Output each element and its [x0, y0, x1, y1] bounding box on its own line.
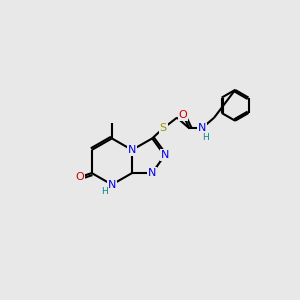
Text: N: N [160, 150, 169, 160]
Text: S: S [160, 123, 167, 134]
Text: N: N [108, 180, 116, 190]
Text: O: O [76, 172, 85, 182]
Text: O: O [179, 110, 188, 120]
Text: H: H [101, 187, 108, 196]
Text: N: N [148, 168, 156, 178]
Text: H: H [202, 133, 209, 142]
Text: N: N [128, 145, 136, 155]
Text: N: N [198, 123, 206, 134]
